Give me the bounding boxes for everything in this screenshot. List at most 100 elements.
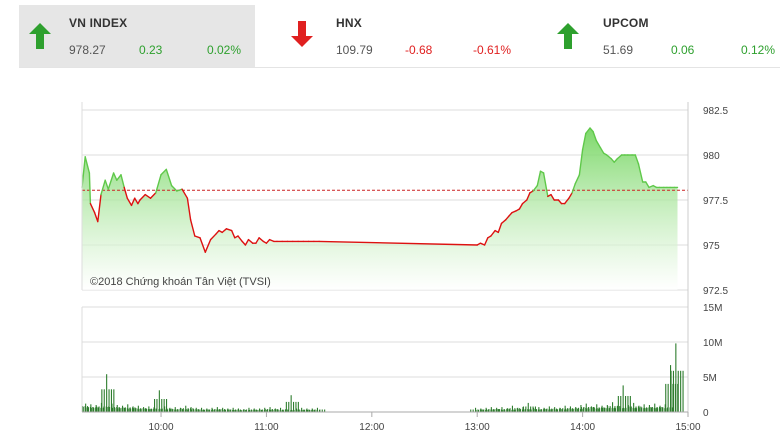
price-tick-label: 975 xyxy=(703,241,720,252)
volume-bar xyxy=(644,407,646,412)
volume-bar xyxy=(649,407,651,412)
price-line-segment xyxy=(634,154,640,165)
volume-bar xyxy=(293,401,295,412)
volume-bar xyxy=(680,370,682,412)
volume-bar xyxy=(625,396,627,412)
volume-bar xyxy=(586,408,588,412)
price-line-segment xyxy=(599,147,605,154)
price-line-segment xyxy=(500,219,507,225)
volume-bar xyxy=(106,374,108,412)
volume-bar xyxy=(501,407,503,412)
volume-bar xyxy=(148,409,150,412)
volume-bar xyxy=(609,406,611,412)
price-line-segment xyxy=(574,174,581,185)
price-line-segment xyxy=(521,199,528,205)
volume-tick-label: 15M xyxy=(703,303,722,314)
volume-bar xyxy=(596,404,598,412)
volume-bar xyxy=(256,409,258,412)
volume-bar xyxy=(541,409,543,412)
volume-bar xyxy=(140,409,142,412)
price-line-segment xyxy=(165,168,173,187)
price-line-segment xyxy=(606,154,612,160)
volume-bar xyxy=(156,399,158,412)
volume-bar xyxy=(593,407,595,412)
volume-bar xyxy=(111,407,113,412)
volume-bar xyxy=(117,408,119,412)
volume-bar xyxy=(172,409,174,412)
volume-bar xyxy=(623,407,625,412)
volume-bar xyxy=(209,409,211,412)
volume-bar xyxy=(306,409,308,412)
index-change: -0.68 xyxy=(405,43,433,57)
volume-bar xyxy=(491,409,493,412)
tab-vn-index[interactable]: VN INDEX 978.27 0.23 0.02% xyxy=(19,5,255,67)
volume-bar xyxy=(646,407,648,412)
volume-bar xyxy=(163,399,165,412)
volume-bar xyxy=(535,409,537,412)
volume-bar xyxy=(659,407,661,412)
price-line-segment xyxy=(130,197,136,207)
price-line-segment xyxy=(648,184,654,189)
volume-bar xyxy=(275,409,277,412)
volume-bar xyxy=(206,409,208,412)
volume-bar xyxy=(235,409,237,412)
volume-bar xyxy=(522,406,524,412)
volume-bar xyxy=(520,409,522,412)
volume-bar xyxy=(665,383,667,412)
price-line-segment xyxy=(120,174,125,189)
price-line-segment xyxy=(215,229,220,235)
volume-bar xyxy=(620,396,622,412)
volume-bar xyxy=(602,407,604,412)
price-line-segment xyxy=(209,233,217,241)
index-name: VN INDEX xyxy=(69,16,128,30)
index-percent: -0.61% xyxy=(473,43,512,57)
volume-bar xyxy=(630,406,632,412)
volume-bar xyxy=(575,407,577,412)
price-line-segment xyxy=(126,197,133,207)
volume-bar xyxy=(486,409,488,412)
volume-bar xyxy=(316,407,318,412)
price-line-segment xyxy=(116,174,122,181)
volume-bar xyxy=(530,409,532,412)
tab-upcom[interactable]: UPCOM 51.69 0.06 0.12% xyxy=(547,5,780,67)
volume-bar xyxy=(514,409,516,412)
volume-bar xyxy=(113,389,115,412)
volume-bar xyxy=(82,407,84,412)
price-line-segment xyxy=(81,156,86,189)
volume-bar xyxy=(298,409,300,412)
volume-bar xyxy=(301,409,303,412)
volume-bar xyxy=(314,409,316,412)
price-tick-label: 972.5 xyxy=(703,286,728,297)
volume-bar xyxy=(285,401,287,412)
volume-bar xyxy=(583,407,585,412)
price-line-segment xyxy=(107,172,115,190)
volume-bar xyxy=(196,409,198,412)
volume-bar xyxy=(612,408,614,412)
volume-bar xyxy=(280,407,282,412)
volume-bar xyxy=(137,405,139,412)
volume-bar xyxy=(496,409,498,412)
volume-bar xyxy=(488,409,490,412)
volume-bar xyxy=(475,409,477,412)
price-line-segment xyxy=(189,219,196,237)
price-line-segment xyxy=(258,237,264,243)
tab-hnx[interactable]: HNX 109.79 -0.68 -0.61% xyxy=(281,5,517,67)
volume-bar xyxy=(293,409,295,412)
volume-bar xyxy=(185,405,187,412)
volume-bar xyxy=(580,407,582,412)
header-divider xyxy=(19,67,780,68)
volume-bar xyxy=(151,409,153,412)
volume-bar xyxy=(546,408,548,412)
price-line-segment xyxy=(149,192,157,199)
volume-bar xyxy=(504,409,506,412)
volume-bar xyxy=(288,401,290,412)
volume-bar xyxy=(525,406,527,412)
volume-bar xyxy=(193,409,195,412)
volume-bar xyxy=(96,406,98,412)
volume-bar xyxy=(227,409,229,412)
volume-bar xyxy=(124,407,126,412)
volume-bar xyxy=(264,409,266,412)
volume-bar xyxy=(599,408,601,412)
price-line-segment xyxy=(610,157,615,163)
